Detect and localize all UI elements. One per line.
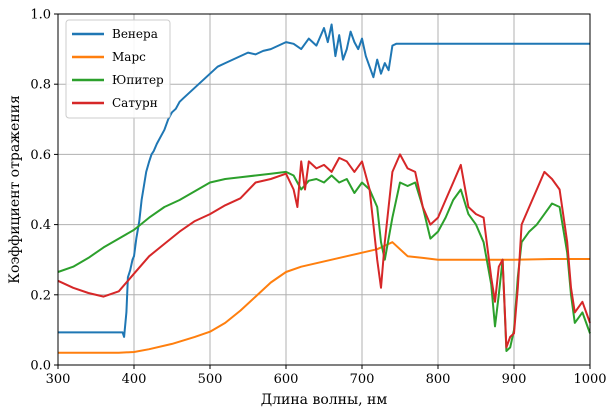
x-tick-label: 800 bbox=[426, 372, 451, 387]
series-line-mars bbox=[58, 241, 590, 354]
x-tick-label: 700 bbox=[350, 372, 375, 387]
legend-label-jupiter: Юпитер bbox=[112, 73, 164, 87]
x-tick-label: 500 bbox=[198, 372, 223, 387]
y-tick-label: 0.8 bbox=[30, 78, 51, 93]
y-tick-label: 0.2 bbox=[30, 288, 51, 303]
y-tick-label: 0.0 bbox=[30, 359, 51, 374]
x-axis-title: Длина волны, нм bbox=[261, 392, 388, 408]
y-tick-label: 1.0 bbox=[30, 8, 51, 23]
x-tick-label: 1000 bbox=[573, 372, 606, 387]
x-tick-label: 400 bbox=[122, 372, 147, 387]
y-tick-label: 0.4 bbox=[30, 218, 51, 233]
legend-box bbox=[65, 19, 171, 119]
x-tick-label: 900 bbox=[502, 372, 527, 387]
legend-label-saturn: Сатурн bbox=[112, 96, 158, 110]
legend: Венера Марс Юпитер Сатурн bbox=[65, 19, 171, 119]
series-line-saturn bbox=[57, 153, 591, 349]
series-line-venus bbox=[58, 23, 590, 338]
legend-item-venus: Венера bbox=[72, 27, 158, 41]
plot-frame bbox=[57, 13, 591, 366]
legend-item-mars: Марс bbox=[72, 50, 146, 64]
y-tick-label: 0.6 bbox=[30, 148, 51, 163]
legend-item-saturn: Сатурн bbox=[72, 96, 158, 110]
legend-label-mars: Марс bbox=[112, 50, 146, 64]
legend-item-jupiter: Юпитер bbox=[72, 73, 164, 87]
x-tick-label: 600 bbox=[274, 372, 299, 387]
axis-ticks: 300 400 500 600 700 800 900 1000 0.0 0.2 0.4 0.6 0.8… bbox=[30, 8, 606, 388]
x-tick-label: 300 bbox=[46, 372, 71, 387]
plot-series bbox=[57, 23, 591, 354]
y-axis-title: Коэффициент отражения bbox=[7, 95, 23, 284]
legend-label-venus: Венера bbox=[112, 27, 158, 41]
